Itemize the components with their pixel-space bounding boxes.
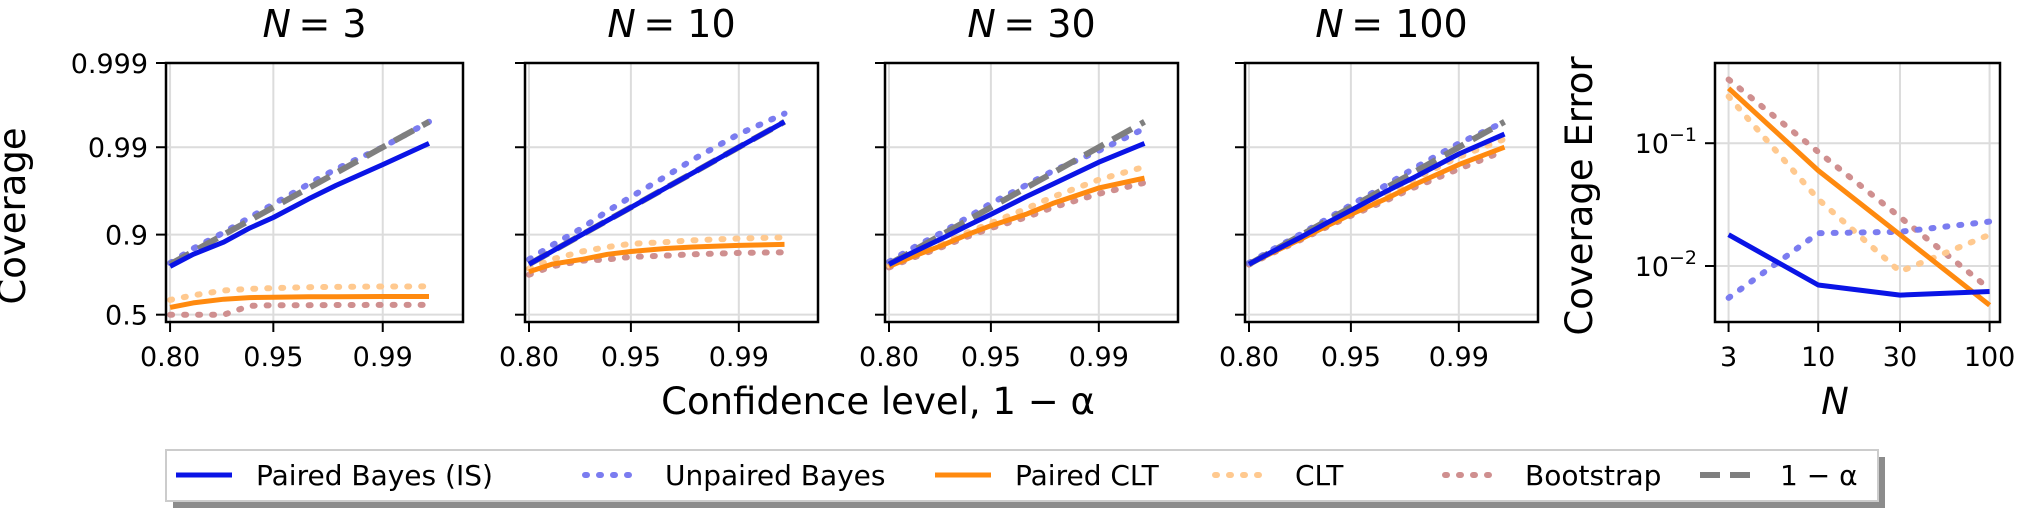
x-tick-label: 0.99: [1069, 342, 1129, 373]
plot-area: [1715, 63, 2000, 322]
y-tick-label: 10−2: [1635, 247, 1697, 283]
series-group: [1246, 118, 1508, 268]
series-line-unpaired-bayes: [1725, 218, 1993, 301]
x-tick-label: 10: [1801, 342, 1835, 373]
x-tick-label: 30: [1883, 342, 1917, 373]
plot-area: [166, 63, 463, 322]
series-line-paired-clt: [528, 241, 785, 275]
x-tick-label: 0.95: [1321, 342, 1381, 373]
series-line-clt: [167, 283, 432, 303]
x-tick-label: 0.99: [1429, 342, 1489, 373]
series-line-bootstrap: [167, 301, 432, 318]
series-group: [167, 118, 432, 318]
panel-title: N = 100: [1315, 2, 1467, 46]
y-tick-label: 0.999: [71, 49, 148, 80]
y-tick-label: 0.5: [105, 301, 148, 332]
series-group: [886, 119, 1148, 271]
x-tick-label: 0.99: [353, 342, 413, 373]
y-axis-label-coverage-error: Coverage Error: [1558, 56, 1601, 336]
series-line-paired-clt: [1726, 86, 1992, 308]
axes-frame: [1713, 61, 2002, 324]
x-tick-label: 0.95: [243, 342, 303, 373]
series-group: [526, 110, 788, 278]
axes-frame: [164, 61, 465, 324]
x-tick-label: 0.80: [140, 342, 200, 373]
series-line-clt: [1725, 93, 1993, 275]
y-tick-label: 0.9: [105, 221, 148, 252]
panel-title: N = 30: [967, 2, 1095, 46]
panel-title: N = 10: [607, 2, 735, 46]
x-tick-label: 0.99: [709, 342, 769, 373]
series-line-paired-bayes: [887, 141, 1146, 267]
series-line-paired-bayes: [1247, 131, 1506, 267]
plot-area: [1245, 63, 1538, 322]
series-line-nominal: [168, 119, 431, 267]
x-tick-label: 3: [1720, 342, 1737, 373]
x-tick-label: 0.80: [1219, 342, 1279, 373]
legend-label: 1 − α: [1780, 459, 1858, 492]
series-line-paired-bayes: [168, 141, 431, 269]
series-line-unpaired-bayes: [526, 110, 788, 263]
x-tick-label: 0.95: [961, 342, 1021, 373]
axes-frame: [1243, 61, 1540, 324]
axes-frame: [523, 61, 820, 324]
legend-label: Unpaired Bayes: [665, 459, 886, 492]
panel-title: N = 3: [262, 2, 366, 46]
series-group: [1725, 76, 1993, 308]
chart-panel-n3: 0.80 0.95 0.99 0.5 0.9 0.99 0.999 N = 3: [71, 2, 465, 373]
x-tick-label: 0.95: [601, 342, 661, 373]
chart-panel-n100: 0.80 0.95 0.99 N = 100: [1219, 2, 1540, 373]
x-axis-label-n: N: [1821, 380, 1849, 423]
series-line-paired-bayes: [1727, 232, 1990, 298]
legend: Paired Bayes (IS) Unpaired Bayes Paired CL…: [165, 449, 1885, 508]
x-axis-label-shared: Confidence level, 1 − α: [661, 380, 1095, 423]
series-line-clt: [526, 234, 788, 272]
legend-label: Paired Bayes (IS): [256, 459, 493, 492]
x-tick-label: 100: [1964, 342, 2016, 373]
chart-panel-n10: 0.80 0.95 0.99 N = 10: [499, 2, 820, 373]
y-axis-label-coverage: Coverage: [0, 127, 34, 304]
x-tick-label: 0.80: [499, 342, 559, 373]
x-tick-label: 0.80: [859, 342, 919, 373]
chart-panel-n30: 0.80 0.95 0.99 N = 30: [859, 2, 1180, 373]
series-line-paired-clt: [888, 175, 1146, 269]
series-line-paired-bayes: [527, 119, 786, 267]
plot-area: [525, 63, 818, 322]
legend-label: Paired CLT: [1015, 459, 1160, 492]
y-tick-label: 0.99: [88, 133, 148, 164]
legend-label: Bootstrap: [1525, 459, 1661, 492]
series-line-unpaired-bayes: [1246, 118, 1508, 266]
axes-frame: [883, 61, 1180, 324]
legend-label: CLT: [1295, 459, 1344, 492]
chart-panel-coverage-error: 3 10 30 100 10−2 10−1: [1635, 61, 2016, 373]
legend-box: [165, 449, 1879, 502]
series-line-bootstrap: [526, 249, 788, 278]
series-line-paired-clt: [169, 294, 429, 310]
y-tick-label: 10−1: [1635, 124, 1697, 160]
